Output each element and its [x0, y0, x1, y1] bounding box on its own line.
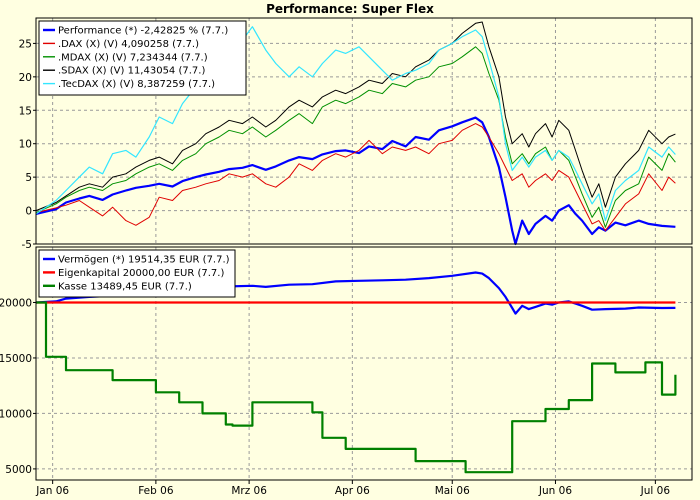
- y-tick-label: 15000: [0, 353, 32, 365]
- legend-entry: Kasse 13489,45 EUR (7.7.): [58, 281, 192, 292]
- y-tick-label: 5: [25, 172, 32, 184]
- y-tick-label: 5000: [5, 464, 32, 476]
- top-series-layer: [35, 21, 676, 246]
- y-tick-label: 10000: [0, 408, 32, 420]
- performance-panel: -5 0 5 10 15 20 25 Performance (*) -2,42825 % …: [19, 17, 693, 251]
- x-tick-label: Jan 06: [35, 485, 69, 497]
- portfolio-panel: 5000 10000 15000 20000 Vermögen (*) 19514,3…: [0, 246, 693, 481]
- bottom-y-axis: 5000 10000 15000 20000: [0, 297, 36, 476]
- series-line-performance-2-42825-7-7: [35, 116, 676, 246]
- top-plot-border: [35, 17, 693, 245]
- x-tick-label: Mai 06: [435, 485, 470, 497]
- y-tick-label: 20: [19, 72, 32, 84]
- legend-entry: .DAX (X) (V) 4,090258 (7.7.): [58, 39, 199, 50]
- chart-title: Performance: Super Flex: [266, 2, 434, 16]
- legend-entry: Performance (*) -2,42825 % (7.7.): [58, 26, 228, 37]
- x-tick-label: Apr 06: [335, 485, 370, 497]
- x-tick-label: Mrz 06: [231, 485, 267, 497]
- x-tick-label: Feb 06: [138, 485, 174, 497]
- x-tick-label: Jul 06: [640, 485, 671, 497]
- series-line-kasse-13489-45-eur-7-7: [36, 301, 677, 474]
- bottom-legend: Vermögen (*) 19514,35 EUR (7.7.) Eigenkap…: [38, 249, 236, 298]
- legend-entry: .SDAX (X) (V) 11,43054 (7.7.): [58, 66, 205, 77]
- series-line-sdax-x-v-11-43054-7-7: [35, 21, 676, 212]
- legend-entry: .TecDAX (X) (V) 8,387259 (7.7.): [58, 79, 215, 90]
- legend-box: [38, 20, 247, 96]
- top-legend: Performance (*) -2,42825 % (7.7.) .DAX (X…: [38, 20, 247, 96]
- x-axis: Jan 06 Feb 06 Mrz 06 Apr 06 Mai 06 Jun 06 Jul …: [35, 480, 670, 497]
- legend-entry: Vermögen (*) 19514,35 EUR (7.7.): [58, 255, 230, 266]
- y-tick-label: 25: [19, 38, 32, 50]
- x-tick-label: Jun 06: [538, 485, 572, 497]
- y-tick-label: -5: [22, 239, 32, 251]
- bottom-plot-border: [35, 246, 693, 481]
- y-tick-label: 10: [19, 139, 32, 151]
- legend-box: [38, 249, 236, 298]
- series-line-dax-x-v-4-090258-7-7: [35, 123, 676, 232]
- legend-entry: .MDAX (X) (V) 7,234344 (7.7.): [58, 52, 208, 63]
- legend-entry: Eigenkapital 20000,00 EUR (7.7.): [58, 268, 224, 279]
- series-line-tecdax-x-v-8-387259-7-7: [35, 26, 676, 222]
- y-tick-label: 20000: [0, 297, 32, 309]
- top-y-axis: -5 0 5 10 15 20 25: [19, 38, 36, 251]
- y-tick-label: 15: [19, 105, 32, 117]
- y-tick-label: 0: [25, 206, 32, 218]
- series-line-mdax-x-v-7-234344-7-7: [35, 46, 676, 228]
